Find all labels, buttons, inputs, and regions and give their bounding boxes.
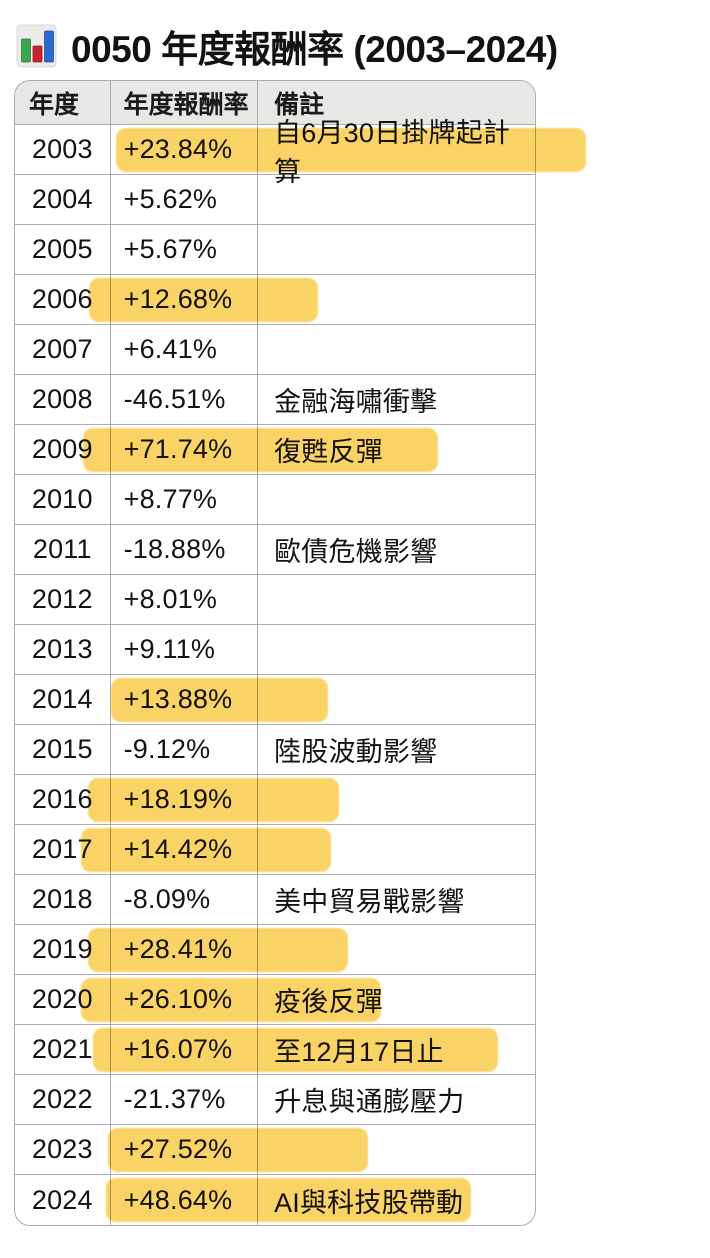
table-row: 2006 +12.68%	[15, 275, 535, 325]
year-cell: 2019	[15, 925, 111, 974]
note-cell: 陸股波動影響	[274, 737, 438, 767]
note-cell: 歐債危機影響	[274, 537, 438, 567]
note-cell	[258, 825, 535, 874]
return-cell: +28.41%	[111, 925, 259, 974]
note-cell	[258, 625, 535, 674]
return-cell: +23.84%	[111, 125, 259, 174]
table-row: 2017 +14.42%	[15, 825, 535, 875]
return-cell: +71.74%	[111, 425, 259, 474]
return-cell: -8.09%	[111, 875, 259, 924]
note-cell: AI與科技股帶動	[274, 1187, 464, 1218]
year-cell: 2012	[15, 575, 111, 624]
table-row: 2010 +8.77%	[15, 475, 535, 525]
return-cell: +13.88%	[111, 675, 259, 724]
year-cell: 2006	[15, 275, 111, 324]
table-row: 2019 +28.41%	[15, 925, 535, 975]
year-cell: 2005	[15, 225, 111, 274]
table-row: 2020 +26.10% 疫後反彈	[15, 975, 535, 1025]
note-cell	[258, 325, 535, 374]
table-body: 2003 +23.84% 自6月30日掛牌起計算 2004 +5.62% 200…	[15, 117, 586, 1225]
table-row: 2012 +8.01%	[15, 575, 535, 625]
table-row: 2011 -18.88% 歐債危機影響	[15, 525, 535, 575]
year-cell: 2004	[15, 175, 111, 224]
title-bar: 0050 年度報酬率 (2003–2024)	[0, 0, 710, 70]
note-cell: 疫後反彈	[274, 987, 383, 1017]
return-cell: +9.11%	[111, 625, 259, 674]
table-row: 2004 +5.62%	[15, 175, 535, 225]
year-cell: 2015	[15, 725, 111, 774]
bar-chart-icon	[16, 24, 57, 68]
return-cell: -21.37%	[111, 1075, 259, 1124]
year-cell: 2018	[15, 875, 111, 924]
table-row: 2013 +9.11%	[15, 625, 535, 675]
table-row: 2015 -9.12% 陸股波動影響	[15, 725, 535, 775]
note-cell	[258, 225, 535, 274]
note-cell	[258, 1125, 535, 1174]
table-row: 2009 +71.74% 復甦反彈	[15, 425, 535, 475]
table-row: 2007 +6.41%	[15, 325, 535, 375]
table-row: 2005 +5.67%	[15, 225, 535, 275]
header-note: 備註	[274, 90, 325, 119]
note-cell	[258, 575, 535, 624]
return-cell: +26.10%	[111, 975, 259, 1024]
note-cell: 自6月30日掛牌起計算	[274, 117, 511, 187]
year-cell: 2014	[15, 675, 111, 724]
year-cell: 2024	[15, 1175, 111, 1225]
year-cell: 2013	[15, 625, 111, 674]
table-header-row: 年度 年度報酬率 備註	[15, 81, 535, 125]
return-cell: -46.51%	[111, 375, 259, 424]
note-cell: 美中貿易戰影響	[274, 887, 465, 917]
return-cell: -18.88%	[111, 525, 259, 574]
return-cell: +18.19%	[111, 775, 259, 824]
note-cell: 至12月17日止	[274, 1037, 444, 1067]
return-cell: +8.77%	[111, 475, 259, 524]
table-row: 2021 +16.07% 至12月17日止	[15, 1025, 535, 1075]
header-return: 年度報酬率	[111, 81, 259, 124]
page-title: 0050 年度報酬率 (2003–2024)	[71, 29, 558, 70]
note-cell	[258, 925, 535, 974]
return-cell: +16.07%	[111, 1025, 259, 1074]
returns-table: 年度 年度報酬率 備註 2003 +23.84% 自6月30日掛牌起計算 200…	[14, 80, 586, 1226]
year-cell: 2008	[15, 375, 111, 424]
table-row: 2014 +13.88%	[15, 675, 535, 725]
year-cell: 2009	[15, 425, 111, 474]
year-cell: 2016	[15, 775, 111, 824]
return-cell: +5.67%	[111, 225, 259, 274]
year-cell: 2023	[15, 1125, 111, 1174]
return-cell: +5.62%	[111, 175, 259, 224]
note-cell	[258, 175, 535, 224]
year-cell: 2010	[15, 475, 111, 524]
note-cell: 復甦反彈	[274, 437, 383, 467]
table-row: 2024 +48.64% AI與科技股帶動	[15, 1175, 535, 1225]
note-cell	[258, 775, 535, 824]
year-cell: 2021	[15, 1025, 111, 1074]
return-cell: +14.42%	[111, 825, 259, 874]
return-cell: +27.52%	[111, 1125, 259, 1174]
note-cell	[258, 675, 535, 724]
table-row: 2016 +18.19%	[15, 775, 535, 825]
table-row: 2018 -8.09% 美中貿易戰影響	[15, 875, 535, 925]
return-cell: +8.01%	[111, 575, 259, 624]
year-cell: 2017	[15, 825, 111, 874]
year-cell: 2007	[15, 325, 111, 374]
table-row: 2008 -46.51% 金融海嘯衝擊	[15, 375, 535, 425]
note-cell	[258, 475, 535, 524]
table-row: 2023 +27.52%	[15, 1125, 535, 1175]
return-cell: +6.41%	[111, 325, 259, 374]
table-row: 2003 +23.84% 自6月30日掛牌起計算	[15, 117, 586, 187]
return-cell: +48.64%	[111, 1175, 259, 1225]
header-year: 年度	[15, 81, 111, 124]
return-cell: +12.68%	[111, 275, 259, 324]
year-cell: 2003	[15, 125, 111, 174]
year-cell: 2011	[15, 525, 111, 574]
year-cell: 2022	[15, 1075, 111, 1124]
table-row: 2022 -21.37% 升息與通膨壓力	[15, 1075, 535, 1125]
note-cell: 升息與通膨壓力	[274, 1087, 465, 1117]
year-cell: 2020	[15, 975, 111, 1024]
note-cell	[258, 275, 535, 324]
return-cell: -9.12%	[111, 725, 259, 774]
note-cell: 金融海嘯衝擊	[274, 387, 438, 417]
